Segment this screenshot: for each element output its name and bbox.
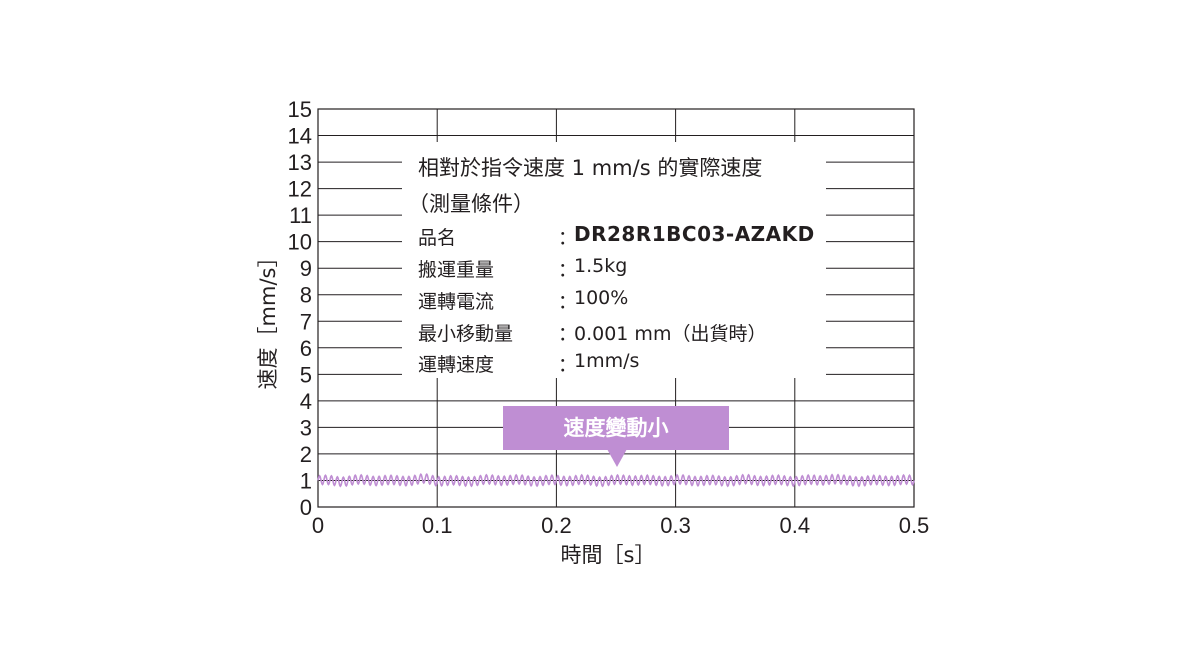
y-tick-label: 15 bbox=[288, 97, 312, 122]
x-tick-label: 0.1 bbox=[422, 513, 453, 538]
spec-colon: ： bbox=[558, 291, 578, 313]
y-tick-label: 12 bbox=[288, 177, 312, 202]
y-tick-label: 7 bbox=[300, 309, 312, 334]
y-tick-label: 13 bbox=[288, 150, 312, 175]
y-axis-label: 速度［mm/s］ bbox=[256, 247, 280, 390]
annotation-pointer bbox=[607, 449, 627, 467]
y-tick-label: 6 bbox=[300, 336, 312, 361]
spec-value-product: DR28R1BC03-AZAKD bbox=[574, 222, 815, 246]
y-tick-label: 11 bbox=[289, 203, 312, 228]
spec-label-speed: 運轉速度 bbox=[418, 354, 495, 376]
velocity-series-line bbox=[317, 473, 915, 488]
spec-value-load: 1.5kg bbox=[574, 255, 628, 277]
spec-colon: ： bbox=[558, 354, 578, 376]
y-tick-label: 4 bbox=[300, 389, 312, 414]
y-tick-label: 9 bbox=[300, 256, 312, 281]
spec-label-min-step: 最小移動量 bbox=[418, 323, 514, 345]
spec-colon: ： bbox=[558, 259, 578, 281]
measurement-info-box: 相對於指令速度 1 mm/s 的實際速度 （測量條件） 品名 ： DR28R1B… bbox=[402, 142, 826, 378]
y-tick-label: 10 bbox=[288, 230, 312, 255]
y-tick-label: 2 bbox=[300, 442, 312, 467]
y-tick-label: 5 bbox=[300, 362, 312, 387]
x-tick-labels: 0 0.1 0.2 0.3 0.4 0.5 bbox=[312, 513, 929, 538]
spec-label-load: 搬運重量 bbox=[418, 259, 495, 281]
info-title: 相對於指令速度 1 mm/s 的實際速度 bbox=[418, 156, 763, 180]
y-tick-label: 1 bbox=[300, 468, 312, 493]
plot-frame bbox=[317, 108, 915, 508]
spec-value-speed: 1mm/s bbox=[574, 350, 640, 372]
y-tick-label: 3 bbox=[300, 415, 312, 440]
spec-label-current: 運轉電流 bbox=[418, 291, 495, 313]
x-tick-label: 0 bbox=[312, 513, 324, 538]
x-tick-label: 0.2 bbox=[541, 513, 572, 538]
y-tick-label: 0 bbox=[300, 495, 312, 520]
spec-colon: ： bbox=[558, 227, 578, 249]
y-tick-label: 14 bbox=[288, 124, 312, 149]
annotation-callout: 速度變動小 bbox=[503, 406, 729, 450]
spec-value-current: 100% bbox=[574, 287, 629, 309]
x-tick-label: 0.5 bbox=[899, 513, 930, 538]
x-axis-label: 時間［s］ bbox=[561, 543, 656, 567]
spec-colon: ： bbox=[558, 323, 578, 345]
info-subtitle: （測量條件） bbox=[408, 192, 534, 216]
x-tick-label: 0.3 bbox=[660, 513, 691, 538]
spec-value-min-step: 0.001 mm（出貨時） bbox=[574, 323, 767, 345]
x-tick-label: 0.4 bbox=[780, 513, 811, 538]
spec-label-product: 品名 bbox=[418, 227, 457, 249]
y-tick-label: 8 bbox=[300, 283, 312, 308]
